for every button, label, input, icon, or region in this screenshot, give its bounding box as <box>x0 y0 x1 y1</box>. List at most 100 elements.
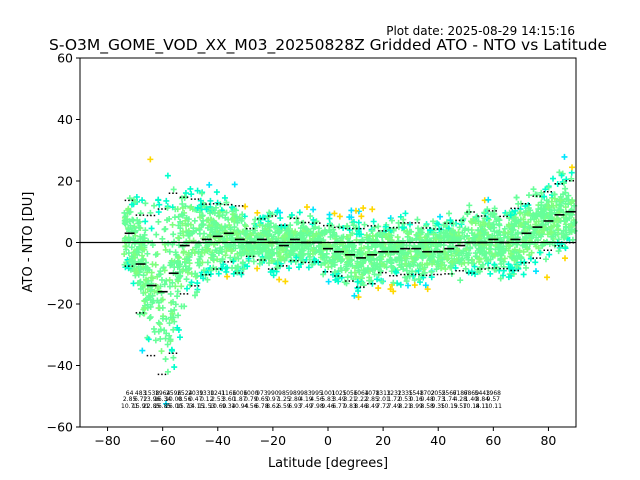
scatter-point <box>516 247 523 254</box>
bin-stat-label: 10.94 <box>231 403 248 410</box>
scatter-point <box>496 222 503 229</box>
scatter-point <box>362 269 369 276</box>
scatter-point <box>223 209 230 216</box>
scatter-point <box>542 186 549 193</box>
bin-stat-label: 1001 <box>320 390 335 397</box>
scatter-point <box>141 235 148 242</box>
scatter-point <box>242 230 249 237</box>
scatter-point <box>200 275 207 282</box>
bin-stat-label: 1025 <box>331 390 346 397</box>
scatter-point <box>248 232 255 239</box>
scatter-point <box>365 254 372 261</box>
scatter-point <box>336 223 343 230</box>
scatter-point <box>420 244 427 251</box>
scatter-point <box>310 233 317 240</box>
scatter-point <box>430 218 437 225</box>
scatter-point <box>411 282 418 289</box>
scatter-point <box>501 255 508 262</box>
scatter-point <box>425 231 432 238</box>
scatter-point <box>514 262 521 269</box>
bin-stat-label: 0.97 <box>266 396 280 403</box>
bin-stat-label: 6.59 <box>277 403 291 410</box>
scatter-point <box>206 222 213 229</box>
scatter-point <box>185 257 192 264</box>
scatter-point <box>179 200 186 207</box>
scatter-point <box>168 261 175 268</box>
scatter-point <box>548 229 555 236</box>
scatter-point <box>184 229 191 236</box>
bin-stat-label: 1.74 <box>443 396 457 403</box>
scatter-point <box>276 276 283 283</box>
scatter-point <box>223 199 230 206</box>
scatter-point <box>170 231 177 238</box>
scatter-point <box>375 285 382 292</box>
bin-stat-label: 0.48 <box>421 396 435 403</box>
scatter-point <box>331 269 338 276</box>
bin-stat-label: 1548 <box>409 390 424 397</box>
bin-stat-label: 13.96 <box>143 396 160 403</box>
scatter-point <box>325 278 332 285</box>
scatter-point <box>231 224 238 231</box>
scatter-point <box>536 229 543 236</box>
scatter-point <box>247 245 254 252</box>
scatter-point <box>562 204 569 211</box>
scatter-point <box>146 315 153 322</box>
bin-stat-label: 0.53 <box>398 396 412 403</box>
scatter-point <box>536 249 543 256</box>
scatter-point <box>267 220 274 227</box>
scatter-point <box>206 181 213 188</box>
scatter-point <box>254 209 261 216</box>
scatter-point <box>122 213 129 220</box>
bin-stat-label: 0.65 <box>255 396 269 403</box>
scatter-point <box>191 250 198 257</box>
bin-stat-label: 7.49 <box>387 403 401 410</box>
bin-stat-label: 1056 <box>342 390 357 397</box>
scatter-point <box>414 216 421 223</box>
scatter-point <box>355 294 362 301</box>
scatter-point <box>512 231 519 238</box>
scatter-point <box>421 269 428 276</box>
scatter-point <box>480 231 487 238</box>
scatter-point <box>343 265 350 272</box>
scatter-point <box>549 238 556 245</box>
scatter-point <box>197 197 204 204</box>
scatter-point <box>555 248 562 255</box>
scatter-point <box>472 220 479 227</box>
scatter-point <box>233 231 240 238</box>
bin-stat-label: 1078 <box>364 390 379 397</box>
scatter-point <box>530 229 537 236</box>
scatter-point <box>184 269 191 276</box>
bin-stat-label: 8.84 <box>476 396 490 403</box>
scatter-point <box>388 217 395 224</box>
scatter-point <box>143 259 150 266</box>
bin-stat-label: 983 <box>300 390 312 397</box>
scatter-point <box>376 231 383 238</box>
scatter-point <box>178 303 185 310</box>
scatter-point <box>212 230 219 237</box>
scatter-point <box>487 245 494 252</box>
scatter-point <box>428 268 435 275</box>
scatter-point <box>153 231 160 238</box>
scatter-point <box>357 275 364 282</box>
scatter-point <box>238 271 245 278</box>
scatter-point <box>194 204 201 211</box>
scatter-point <box>402 260 409 267</box>
y-axis-label: ATO - NTO [DU] <box>21 192 36 293</box>
scatter-point <box>350 222 357 229</box>
scatter-point <box>484 206 491 213</box>
scatter-point <box>133 194 140 201</box>
scatter-point <box>156 271 163 278</box>
scatter-point <box>556 169 563 176</box>
scatter-point <box>435 221 442 228</box>
scatter-point <box>420 266 427 273</box>
scatter-point <box>435 240 442 247</box>
scatter-point <box>142 265 149 272</box>
scatter-point <box>169 310 176 317</box>
scatter-point <box>549 216 556 223</box>
scatter-point <box>292 228 299 235</box>
bin-stat-label: 995 <box>311 390 323 397</box>
scatter-point <box>254 265 261 272</box>
scatter-point <box>546 251 553 258</box>
scatter-point <box>416 265 423 272</box>
bin-stat-label: 2.80 <box>288 396 302 403</box>
